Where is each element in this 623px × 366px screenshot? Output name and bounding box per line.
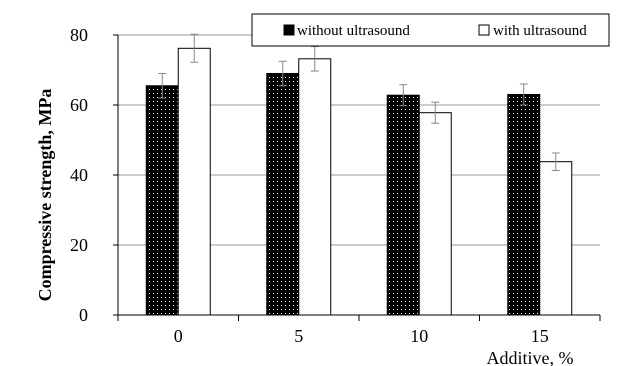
y-tick-label: 40 [70,165,88,185]
legend-label-with-ultrasound: with ultrasound [493,23,587,39]
legend-swatch-with-ultrasound [478,24,490,36]
bars [145,33,573,316]
legend-box [251,13,610,47]
x-tick-label: 15 [531,326,549,346]
x-tick-label: 0 [174,326,183,346]
legend-swatch-without-ultrasound [283,24,295,36]
x-tick-label: 10 [410,326,428,346]
bar-without-ultrasound-5 [266,73,300,316]
bar-without-ultrasound-0 [145,85,179,316]
y-tick-label: 20 [70,235,88,255]
bar-without-ultrasound-10 [386,94,420,316]
y-tick-label: 60 [70,95,88,115]
x-axis-title: Additive, % [487,348,574,366]
legend: without ultrasound with ultrasound [251,13,610,47]
y-axis-title: Compressive strength, MPa [35,89,55,302]
y-tick-labels: 0 20 40 60 80 [70,25,88,325]
y-tick-label: 80 [70,25,88,45]
bar-with-ultrasound-10 [418,112,452,316]
axes [113,34,601,321]
bar-with-ultrasound-5 [298,58,332,316]
legend-label-without-ultrasound: without ultrasound [297,23,410,39]
x-tick-labels: 0 5 10 15 [174,326,549,346]
bar-with-ultrasound-0 [177,47,211,316]
bar-with-ultrasound-15 [539,161,573,316]
y-tick-label: 0 [79,305,88,325]
bar-without-ultrasound-15 [507,94,541,316]
x-tick-label: 5 [294,326,303,346]
